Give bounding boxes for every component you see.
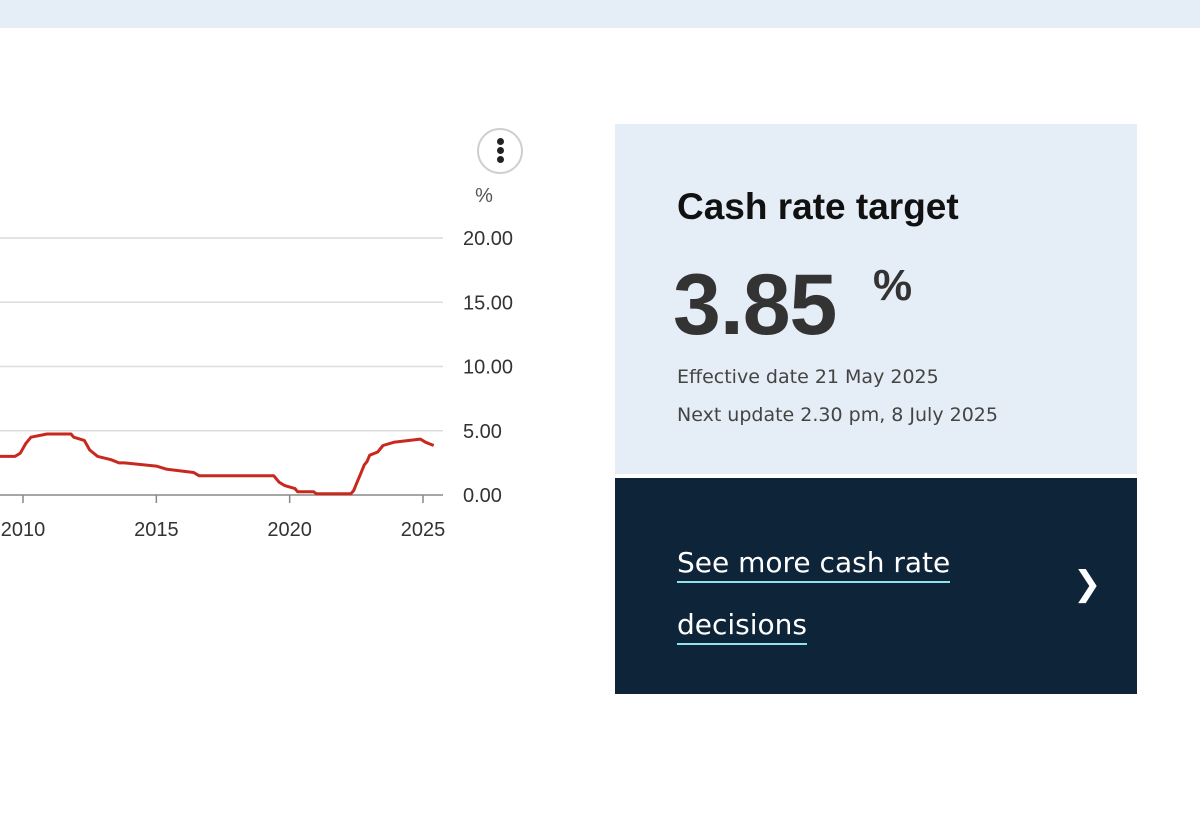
y-tick-label: 0.00 [463, 485, 502, 507]
x-tick-label: 2010 [1, 519, 46, 541]
y-tick-label: 15.00 [463, 292, 513, 314]
cash-rate-chart: 0.00 5.00 10.00 15.00 20.00 2010 2015 2020 2025% [0, 185, 513, 541]
cash-rate-card: Cash rate target 3.85 % Effective date 2… [615, 124, 1137, 474]
card-title: Cash rate target [677, 186, 959, 227]
cash-rate-series-line [0, 432, 435, 496]
chevron-right-icon[interactable]: ❯ [1073, 564, 1102, 604]
x-tick-label: 2015 [134, 519, 179, 541]
effective-date: Effective date 21 May 2025 [677, 366, 939, 388]
top-banner-strip [0, 0, 1200, 28]
y-axis-unit-label: % [475, 185, 493, 207]
see-more-decisions-line1[interactable]: See more cash rate [677, 546, 951, 583]
cash-rate-unit: % [873, 261, 913, 310]
y-tick-label: 5.00 [463, 421, 502, 443]
see-more-decisions-line2[interactable]: decisions [677, 608, 808, 645]
y-tick-label: 20.00 [463, 228, 513, 250]
see-more-decisions-link[interactable]: See more cash rate decisions ❯ [615, 478, 1137, 694]
x-tick-label: 2020 [267, 519, 312, 541]
vertical-ellipsis-icon [497, 147, 504, 154]
next-update: Next update 2.30 pm, 8 July 2025 [677, 404, 998, 426]
vertical-ellipsis-icon [497, 156, 504, 163]
see-more-decisions-label[interactable]: See more cash rate decisions [677, 532, 1007, 656]
chart-menu-button[interactable] [477, 128, 523, 174]
y-tick-label: 10.00 [463, 357, 513, 379]
x-tick-label: 2025 [401, 519, 446, 541]
cash-rate-value: 3.85 [673, 257, 837, 353]
vertical-ellipsis-icon [497, 138, 504, 145]
